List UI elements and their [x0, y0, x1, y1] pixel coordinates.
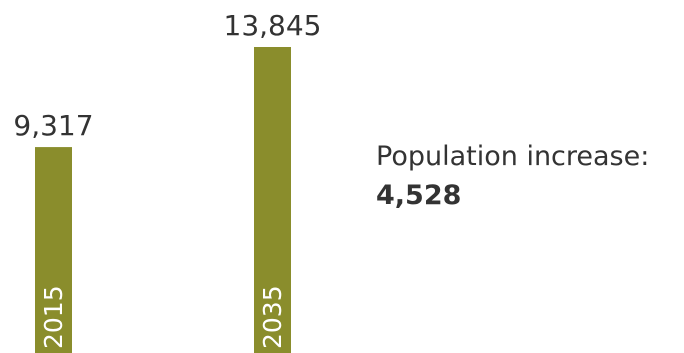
- category-label-2015: 2015: [39, 285, 68, 349]
- annotation-value: 4,528: [376, 180, 462, 211]
- population-increase-annotation: Population increase: 4,528: [376, 137, 649, 215]
- annotation-label: Population increase:: [376, 141, 650, 172]
- bar-2035: [254, 47, 291, 353]
- bar-2015: [35, 147, 72, 353]
- value-label-2015: 9,317: [13, 109, 93, 142]
- category-label-2035: 2035: [258, 285, 287, 349]
- value-label-2035: 13,845: [224, 9, 322, 42]
